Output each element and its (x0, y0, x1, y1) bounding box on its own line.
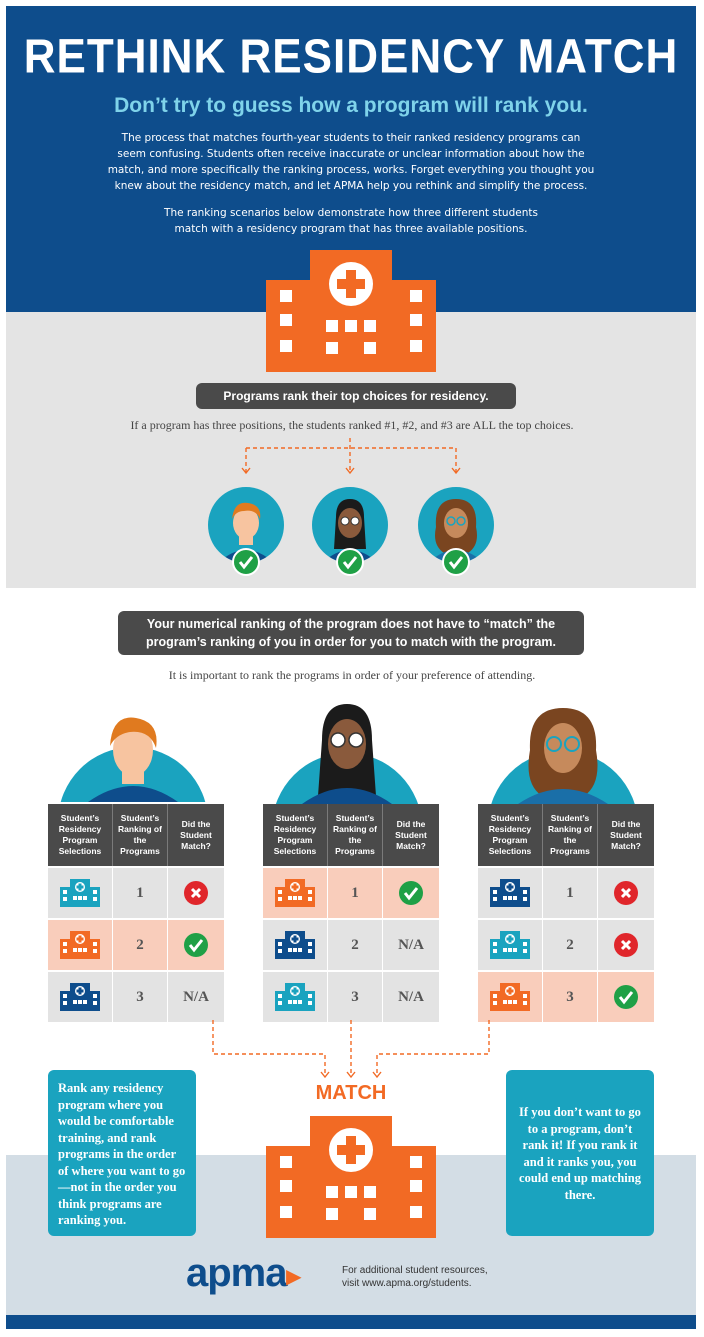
x-icon (167, 868, 224, 918)
rank-value: 2 (327, 920, 382, 970)
table-row: 2 (478, 920, 654, 970)
teal-hospital-icon (48, 868, 112, 918)
rank-value: 3 (327, 972, 382, 1022)
check-icon (167, 920, 224, 970)
teal-hospital-icon (478, 920, 542, 970)
student-avatar-1 (208, 487, 284, 563)
table-row: 1 (48, 868, 224, 918)
rank-value: 1 (112, 868, 167, 918)
rank-value: 3 (542, 972, 597, 1022)
table-row: 1 (478, 868, 654, 918)
programs-note: If a program has three positions, the st… (130, 418, 574, 432)
x-icon (597, 868, 654, 918)
apma-logo[interactable]: apma▸ (186, 1251, 301, 1296)
check-icon (382, 868, 439, 918)
student-portrait-1 (58, 712, 208, 802)
student-table-3: Student’s Residency Program Selections S… (478, 804, 654, 1022)
match-value: N/A (382, 972, 439, 1022)
footer-text: For additional student resources, visit … (342, 1264, 488, 1290)
programs-rank-pill: Programs rank their top choices for resi… (196, 383, 516, 409)
check-icon (597, 972, 654, 1022)
student-avatar-3 (418, 487, 494, 563)
check-icon (232, 548, 260, 576)
match-value: N/A (382, 920, 439, 970)
table-header: Student’s Residency Program Selections S… (263, 804, 439, 866)
table-row: 1 (263, 868, 439, 918)
hospital-icon (266, 1116, 436, 1238)
student-table-2: Student’s Residency Program Selections S… (263, 804, 439, 1022)
x-icon (597, 920, 654, 970)
col-header-match: Did the Student Match? (597, 804, 654, 866)
student-portrait-3 (488, 704, 638, 804)
orange-hospital-icon (48, 920, 112, 970)
table-row: 3 N/A (48, 972, 224, 1022)
intro-paragraph: The process that matches fourth-year stu… (107, 132, 595, 192)
check-icon (336, 548, 364, 576)
student-table-1: Student’s Residency Program Selections S… (48, 804, 224, 1022)
col-header-ranking: Student’s Ranking of the Programs (327, 804, 382, 866)
ranking-note: It is important to rank the programs in … (168, 668, 536, 682)
rank-value: 1 (327, 868, 382, 918)
col-header-selections: Student’s Residency Program Selections (263, 804, 327, 866)
col-header-ranking: Student’s Ranking of the Programs (112, 804, 167, 866)
match-connector-arrows (212, 1020, 490, 1079)
navy-hospital-icon (478, 868, 542, 918)
logo-text: apma (186, 1251, 287, 1295)
rank-value: 2 (112, 920, 167, 970)
footer-line1: For additional student resources, (342, 1265, 488, 1276)
table-row: 2 N/A (263, 920, 439, 970)
orange-hospital-icon (478, 972, 542, 1022)
header-banner: RETHINK RESIDENCY MATCH Don’t try to gue… (6, 6, 696, 312)
col-header-selections: Student’s Residency Program Selections (48, 804, 112, 866)
navy-hospital-icon (48, 972, 112, 1022)
page-title: RETHINK RESIDENCY MATCH (23, 29, 679, 84)
match-label: MATCH (315, 1082, 387, 1104)
ranking-pill-line1: Your numerical ranking of the program do… (146, 617, 556, 631)
table-header: Student’s Residency Program Selections S… (478, 804, 654, 866)
col-header-match: Did the Student Match? (167, 804, 224, 866)
arrow-icon: ▸ (286, 1259, 301, 1291)
hospital-icon (266, 250, 436, 372)
footer-bar (6, 1315, 696, 1329)
col-header-selections: Student’s Residency Program Selections (478, 804, 542, 866)
orange-hospital-icon (263, 868, 327, 918)
student-portrait-2 (272, 700, 422, 804)
col-header-match: Did the Student Match? (382, 804, 439, 866)
footer-line2[interactable]: visit www.apma.org/students. (342, 1278, 472, 1289)
rank-value: 2 (542, 920, 597, 970)
col-header-ranking: Student’s Ranking of the Programs (542, 804, 597, 866)
scenario-note: The ranking scenarios below demonstrate … (164, 207, 538, 235)
ranking-pill: Your numerical ranking of the program do… (118, 611, 584, 655)
teal-hospital-icon (263, 972, 327, 1022)
check-icon (442, 548, 470, 576)
table-row: 3 N/A (263, 972, 439, 1022)
table-header: Student’s Residency Program Selections S… (48, 804, 224, 866)
page-subtitle: Don’t try to guess how a program will ra… (114, 94, 588, 117)
connector-arrows (241, 438, 461, 475)
rank-value: 3 (112, 972, 167, 1022)
navy-hospital-icon (263, 920, 327, 970)
tip-left: Rank any residency program where you wou… (48, 1070, 196, 1236)
rank-value: 1 (542, 868, 597, 918)
ranking-pill-line2: program’s ranking of you in order for yo… (146, 635, 556, 649)
table-row: 2 (48, 920, 224, 970)
table-row: 3 (478, 972, 654, 1022)
tip-right: If you don’t want to go to a program, do… (506, 1070, 654, 1236)
match-value: N/A (167, 972, 224, 1022)
